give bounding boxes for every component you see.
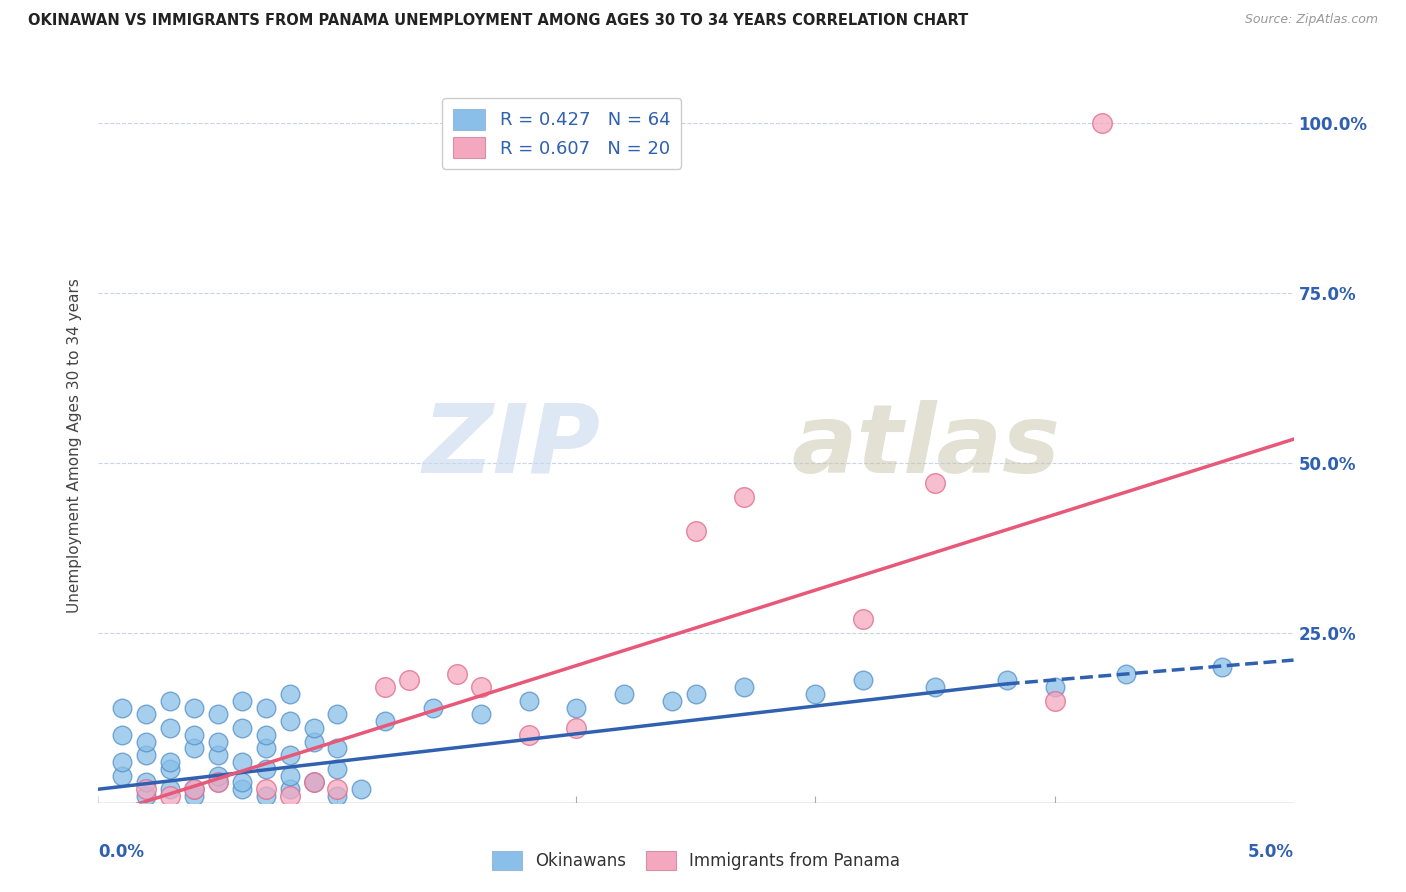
Point: [278, 714, 301, 729]
Point: [183, 741, 205, 756]
Point: [470, 680, 492, 694]
Point: [995, 673, 1018, 688]
Text: ZIP: ZIP: [422, 400, 600, 492]
Point: [111, 769, 134, 783]
Point: [685, 687, 707, 701]
Point: [374, 680, 396, 694]
Point: [135, 775, 157, 789]
Point: [613, 687, 636, 701]
Point: [302, 721, 325, 735]
Point: [685, 524, 707, 538]
Point: [183, 782, 205, 797]
Point: [135, 748, 157, 763]
Point: [207, 748, 229, 763]
Point: [326, 789, 349, 803]
Point: [924, 680, 946, 694]
Point: [422, 700, 444, 714]
Point: [111, 728, 134, 742]
Point: [278, 748, 301, 763]
Point: [852, 673, 875, 688]
Point: [924, 476, 946, 491]
Point: [565, 721, 588, 735]
Point: [326, 782, 349, 797]
Point: [135, 782, 157, 797]
Text: atlas: atlas: [792, 400, 1060, 492]
Point: [446, 666, 468, 681]
Point: [804, 687, 827, 701]
Point: [302, 775, 325, 789]
Point: [254, 700, 277, 714]
Point: [183, 782, 205, 797]
Point: [254, 741, 277, 756]
Point: [374, 714, 396, 729]
Point: [278, 782, 301, 797]
Point: [159, 694, 181, 708]
Point: [1043, 680, 1066, 694]
Point: [661, 694, 683, 708]
Point: [159, 721, 181, 735]
Point: [231, 721, 253, 735]
Point: [254, 762, 277, 776]
Point: [111, 755, 134, 769]
Point: [733, 680, 755, 694]
Point: [183, 700, 205, 714]
Point: [1043, 694, 1066, 708]
Point: [326, 762, 349, 776]
Point: [111, 700, 134, 714]
Point: [398, 673, 420, 688]
Point: [159, 782, 181, 797]
Legend: Okinawans, Immigrants from Panama: Okinawans, Immigrants from Panama: [485, 844, 907, 877]
Point: [302, 734, 325, 748]
Point: [159, 755, 181, 769]
Point: [135, 707, 157, 722]
Point: [183, 728, 205, 742]
Point: [1091, 116, 1114, 130]
Point: [135, 789, 157, 803]
Point: [1211, 660, 1233, 674]
Point: [207, 769, 229, 783]
Point: [254, 782, 277, 797]
Point: [231, 694, 253, 708]
Point: [207, 775, 229, 789]
Point: [159, 762, 181, 776]
Point: [470, 707, 492, 722]
Point: [135, 734, 157, 748]
Point: [159, 789, 181, 803]
Point: [231, 782, 253, 797]
Point: [326, 707, 349, 722]
Point: [326, 741, 349, 756]
Point: [565, 700, 588, 714]
Point: [302, 775, 325, 789]
Point: [278, 687, 301, 701]
Y-axis label: Unemployment Among Ages 30 to 34 years: Unemployment Among Ages 30 to 34 years: [67, 278, 83, 614]
Point: [207, 707, 229, 722]
Point: [231, 755, 253, 769]
Text: 5.0%: 5.0%: [1247, 843, 1294, 861]
Point: [254, 728, 277, 742]
Point: [254, 789, 277, 803]
Point: [733, 490, 755, 504]
Point: [350, 782, 373, 797]
Text: Source: ZipAtlas.com: Source: ZipAtlas.com: [1244, 13, 1378, 27]
Point: [278, 769, 301, 783]
Point: [231, 775, 253, 789]
Point: [517, 728, 540, 742]
Point: [207, 775, 229, 789]
Point: [517, 694, 540, 708]
Point: [278, 789, 301, 803]
Text: OKINAWAN VS IMMIGRANTS FROM PANAMA UNEMPLOYMENT AMONG AGES 30 TO 34 YEARS CORREL: OKINAWAN VS IMMIGRANTS FROM PANAMA UNEMP…: [28, 13, 969, 29]
Point: [302, 775, 325, 789]
Point: [852, 612, 875, 626]
Point: [1115, 666, 1137, 681]
Point: [183, 789, 205, 803]
Text: 0.0%: 0.0%: [98, 843, 145, 861]
Point: [207, 734, 229, 748]
